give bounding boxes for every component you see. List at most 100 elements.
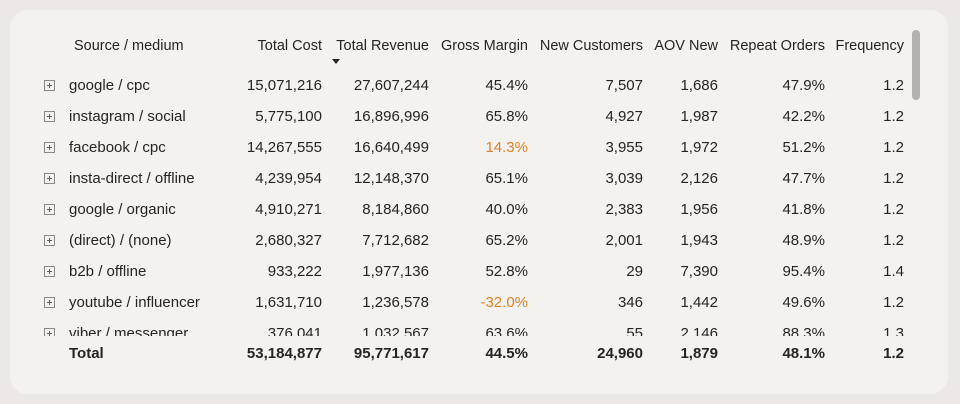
row-frequency: 1.4 <box>883 263 904 280</box>
row-repeat-orders: 42.2% <box>782 108 825 125</box>
row-new-customers: 346 <box>617 294 643 311</box>
row-frequency: 1.3 <box>883 325 904 336</box>
vertical-scrollbar[interactable] <box>912 30 920 100</box>
table-total-row: Total 53,184,877 95,771,617 44.5% 24,960… <box>10 340 922 371</box>
expand-plus-icon[interactable] <box>44 328 55 336</box>
row-repeat-orders: 47.9% <box>782 77 825 94</box>
table-row[interactable]: google / organic 4,910,271 8,184,860 40.0% 2… <box>10 194 922 225</box>
row-repeat-orders: 88.3% <box>782 325 825 336</box>
row-total-revenue: 1,236,578 <box>362 294 429 311</box>
row-gross-margin: 65.1% <box>485 170 528 187</box>
table-row[interactable]: instagram / social 5,775,100 16,896,996 65.… <box>10 101 922 132</box>
row-total-revenue: 27,607,244 <box>353 77 429 94</box>
table-header-row: Source / medium Total Cost Total Revenue… <box>10 32 922 64</box>
row-total-cost: 2,680,327 <box>255 232 322 249</box>
table-row[interactable]: b2b / offline 933,222 1,977,136 52.8% 29 7,39… <box>10 256 922 287</box>
table-visual-card: Source / medium Total Cost Total Revenue… <box>10 10 948 394</box>
table-row[interactable]: insta-direct / offline 4,239,954 12,148,37… <box>10 163 922 194</box>
column-header-total-cost[interactable]: Total Cost <box>257 38 322 54</box>
row-repeat-orders: 48.9% <box>782 232 825 249</box>
total-new-customers: 24,960 <box>597 345 643 362</box>
sort-descending-icon <box>332 59 340 64</box>
row-total-cost: 4,239,954 <box>255 170 322 187</box>
row-repeat-orders: 47.7% <box>782 170 825 187</box>
row-frequency: 1.2 <box>883 232 904 249</box>
row-total-revenue: 7,712,682 <box>362 232 429 249</box>
row-total-revenue: 8,184,860 <box>362 201 429 218</box>
row-aov-new: 7,390 <box>680 263 718 280</box>
total-frequency: 1.2 <box>883 345 904 362</box>
row-new-customers: 3,955 <box>605 139 643 156</box>
row-total-revenue: 16,640,499 <box>353 139 429 156</box>
row-aov-new: 1,987 <box>680 108 718 125</box>
row-source-medium: google / organic <box>69 201 176 218</box>
column-header-gross-margin[interactable]: Gross Margin <box>440 38 528 54</box>
row-total-revenue: 1,032,567 <box>362 325 429 336</box>
total-aov-new: 1,879 <box>680 345 718 362</box>
row-aov-new: 2,146 <box>680 325 718 336</box>
table-row[interactable]: youtube / influencer 1,631,710 1,236,578 -3… <box>10 287 922 318</box>
row-gross-margin: 52.8% <box>485 263 528 280</box>
row-total-cost: 933,222 <box>267 263 322 280</box>
total-gross-margin: 44.5% <box>485 345 528 362</box>
total-revenue: 95,771,617 <box>353 345 429 362</box>
table-row[interactable]: viber / messenger 376,041 1,032,567 63.6% 55… <box>10 318 922 336</box>
row-aov-new: 1,686 <box>680 77 718 94</box>
row-repeat-orders: 51.2% <box>782 139 825 156</box>
row-gross-margin: 14.3% <box>485 139 528 156</box>
row-gross-margin: 65.2% <box>485 232 528 249</box>
total-cost: 53,184,877 <box>246 345 322 362</box>
column-header-repeat-orders[interactable]: Repeat Orders <box>729 38 825 54</box>
row-frequency: 1.2 <box>883 139 904 156</box>
row-source-medium: instagram / social <box>69 108 186 125</box>
row-frequency: 1.2 <box>883 170 904 187</box>
row-source-medium: b2b / offline <box>69 263 147 280</box>
row-total-revenue: 12,148,370 <box>353 170 429 187</box>
row-source-medium: (direct) / (none) <box>69 232 172 249</box>
expand-plus-icon[interactable] <box>44 235 55 246</box>
row-gross-margin: 63.6% <box>485 325 528 336</box>
column-header-source-medium[interactable]: Source / medium <box>74 38 184 54</box>
source-medium-table: Source / medium Total Cost Total Revenue… <box>10 10 922 394</box>
row-new-customers: 29 <box>626 263 643 280</box>
row-new-customers: 2,383 <box>605 201 643 218</box>
expand-plus-icon[interactable] <box>44 80 55 91</box>
column-header-frequency[interactable]: Frequency <box>835 38 904 54</box>
row-source-medium: youtube / influencer <box>69 294 200 311</box>
row-new-customers: 3,039 <box>605 170 643 187</box>
row-gross-margin: 40.0% <box>485 201 528 218</box>
expand-plus-icon[interactable] <box>44 297 55 308</box>
row-frequency: 1.2 <box>883 77 904 94</box>
row-new-customers: 7,507 <box>605 77 643 94</box>
expand-plus-icon[interactable] <box>44 173 55 184</box>
row-gross-margin: 65.8% <box>485 108 528 125</box>
column-header-new-customers[interactable]: New Customers <box>539 38 643 54</box>
row-source-medium: facebook / cpc <box>69 139 166 156</box>
table-row[interactable]: facebook / cpc 14,267,555 16,640,499 14.3% 3… <box>10 132 922 163</box>
row-aov-new: 1,442 <box>680 294 718 311</box>
expand-plus-icon[interactable] <box>44 111 55 122</box>
column-header-aov-new[interactable]: AOV New <box>654 38 718 54</box>
total-label: Total <box>69 345 104 362</box>
row-source-medium: google / cpc <box>69 77 150 94</box>
expand-plus-icon[interactable] <box>44 204 55 215</box>
row-frequency: 1.2 <box>883 201 904 218</box>
expand-plus-icon[interactable] <box>44 142 55 153</box>
row-total-cost: 14,267,555 <box>246 139 322 156</box>
row-frequency: 1.2 <box>883 108 904 125</box>
total-repeat-orders: 48.1% <box>782 345 825 362</box>
table-row[interactable]: google / cpc 15,071,216 27,607,244 45.4% 7,5… <box>10 70 922 101</box>
row-aov-new: 2,126 <box>680 170 718 187</box>
column-header-total-revenue[interactable]: Total Revenue <box>336 38 429 54</box>
row-frequency: 1.2 <box>883 294 904 311</box>
row-total-cost: 5,775,100 <box>255 108 322 125</box>
expand-plus-icon[interactable] <box>44 266 55 277</box>
row-repeat-orders: 41.8% <box>782 201 825 218</box>
row-aov-new: 1,972 <box>680 139 718 156</box>
table-body[interactable]: google / cpc 15,071,216 27,607,244 45.4% 7,5… <box>10 70 922 336</box>
row-total-cost: 4,910,271 <box>255 201 322 218</box>
row-total-cost: 1,631,710 <box>255 294 322 311</box>
row-new-customers: 2,001 <box>605 232 643 249</box>
table-row[interactable]: (direct) / (none) 2,680,327 7,712,682 65.2%… <box>10 225 922 256</box>
row-gross-margin: 45.4% <box>485 77 528 94</box>
